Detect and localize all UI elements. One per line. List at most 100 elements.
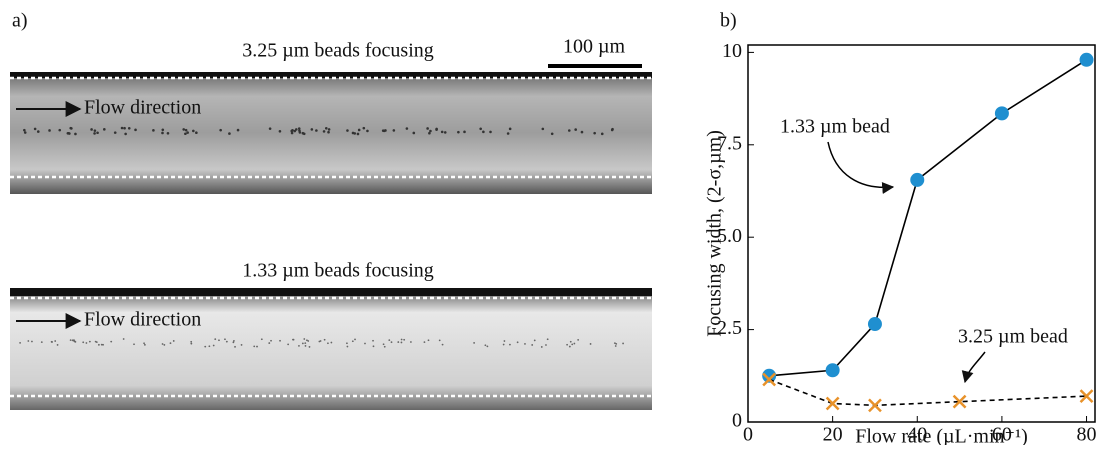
- bead: [103, 128, 106, 131]
- bead: [56, 344, 59, 346]
- bead: [372, 345, 375, 348]
- bead: [279, 339, 281, 342]
- bead: [172, 340, 175, 342]
- bead: [364, 342, 366, 345]
- bead: [346, 342, 348, 345]
- bead: [327, 130, 330, 134]
- bead: [298, 131, 302, 134]
- x-tick-label: 0: [743, 424, 753, 445]
- bead: [489, 130, 492, 134]
- bead: [297, 127, 301, 130]
- bead: [540, 346, 543, 348]
- bead: [214, 338, 217, 341]
- bead: [186, 131, 189, 134]
- bead: [100, 343, 103, 346]
- image-title: 3.25 µm beads focusing: [242, 40, 434, 62]
- bead: [161, 131, 164, 135]
- annotation-arrow: [961, 351, 986, 384]
- bead: [268, 127, 272, 130]
- bead: [219, 128, 222, 132]
- bead: [315, 129, 318, 132]
- point: [762, 372, 777, 387]
- bead: [574, 128, 577, 131]
- point: [1079, 52, 1094, 67]
- point: [825, 363, 840, 378]
- bead: [133, 343, 135, 346]
- bead: [58, 128, 62, 132]
- bead: [152, 129, 155, 132]
- bead: [88, 340, 91, 343]
- bead: [356, 132, 360, 136]
- bead: [400, 341, 403, 344]
- bead: [169, 342, 172, 345]
- bead: [225, 340, 228, 343]
- bead: [473, 342, 476, 344]
- bead: [143, 343, 146, 346]
- bead: [190, 342, 193, 345]
- bead: [366, 129, 369, 133]
- bead: [435, 128, 438, 131]
- bead: [390, 341, 393, 344]
- bead: [600, 132, 604, 136]
- bead: [503, 340, 506, 342]
- bead: [571, 343, 574, 346]
- bead: [610, 128, 614, 132]
- bead: [324, 127, 328, 130]
- bead: [392, 129, 396, 132]
- bead: [304, 342, 307, 345]
- bead: [268, 342, 271, 344]
- bead: [330, 341, 333, 344]
- bead: [19, 341, 21, 344]
- bead: [428, 131, 431, 135]
- bead: [354, 338, 356, 341]
- bead: [23, 131, 27, 134]
- x-tick-label: 20: [823, 424, 843, 445]
- micrograph: [10, 288, 652, 410]
- bead: [318, 340, 321, 343]
- bead: [70, 127, 73, 130]
- bead: [291, 128, 294, 132]
- bead: [573, 342, 576, 345]
- bead: [40, 341, 43, 344]
- bead: [23, 128, 26, 132]
- bead: [546, 338, 549, 341]
- bead: [208, 345, 211, 348]
- point: [910, 172, 925, 187]
- bead: [357, 128, 361, 132]
- annotation-arrow: [827, 141, 895, 194]
- bead: [166, 132, 170, 135]
- bead: [362, 126, 366, 130]
- bead: [195, 131, 198, 134]
- bead: [123, 126, 126, 130]
- bead: [50, 340, 53, 343]
- x-tick-label: 40: [907, 424, 927, 445]
- bead: [228, 132, 231, 135]
- bead: [412, 131, 416, 135]
- bead: [569, 340, 572, 343]
- x-tick-label: 60: [992, 424, 1012, 445]
- bead: [270, 339, 272, 342]
- y-tick-label: 0: [732, 410, 742, 432]
- bead: [400, 338, 403, 341]
- bead: [346, 129, 349, 132]
- bead: [383, 345, 386, 348]
- bead: [48, 129, 51, 132]
- bead: [351, 340, 354, 343]
- bead: [163, 344, 166, 346]
- bead: [120, 126, 124, 130]
- bead: [74, 132, 77, 136]
- bead: [327, 342, 329, 345]
- bead: [27, 340, 30, 342]
- bead: [305, 339, 308, 342]
- bead: [508, 127, 512, 131]
- bead: [36, 130, 40, 133]
- bead: [304, 345, 307, 347]
- bead: [278, 130, 282, 133]
- bead: [212, 344, 215, 347]
- y-tick-label: 5.0: [717, 225, 742, 247]
- bead: [533, 339, 536, 342]
- bead: [509, 343, 511, 346]
- bead: [96, 131, 99, 135]
- bead: [97, 343, 100, 346]
- bead: [161, 128, 165, 132]
